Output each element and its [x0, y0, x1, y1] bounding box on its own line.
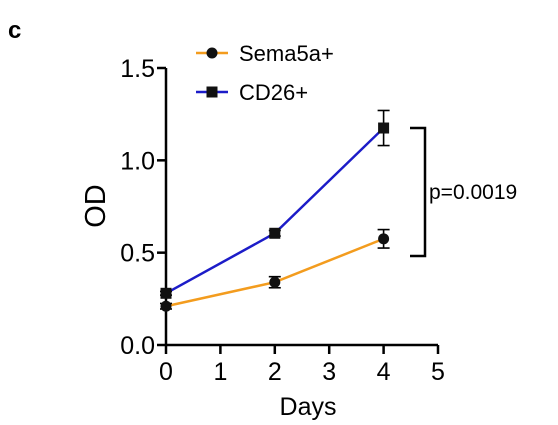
data-point	[378, 122, 390, 134]
data-point	[378, 233, 390, 245]
y-tick-label: 1.5	[120, 55, 155, 83]
series-0	[160, 228, 390, 312]
series-1	[160, 109, 390, 299]
y-tick-label: 0.5	[120, 240, 155, 268]
p-value-annotation: p=0.0019	[429, 181, 517, 204]
bracket-line	[410, 126, 427, 258]
data-point	[269, 227, 281, 239]
series-line	[165, 127, 385, 295]
legend: Sema5a+ CD26+	[196, 41, 334, 105]
legend-label: CD26+	[239, 80, 308, 105]
x-tick-label: 4	[377, 358, 391, 386]
y-tick-label: 1.0	[120, 147, 155, 175]
legend-marker	[206, 86, 218, 98]
significance-bracket: p=0.0019	[410, 126, 517, 258]
data-point	[160, 287, 172, 299]
data-point	[269, 276, 281, 288]
data-point	[160, 300, 172, 312]
x-ticks: 0 1 2 3 4 5	[159, 345, 445, 386]
x-tick-label: 3	[322, 358, 336, 386]
x-axis-label: Days	[280, 393, 337, 421]
legend-label: Sema5a+	[239, 41, 334, 66]
legend-item: Sema5a+	[196, 41, 334, 66]
x-tick-label: 5	[431, 358, 445, 386]
legend-item: CD26+	[196, 80, 308, 105]
series-layer	[160, 109, 390, 312]
x-tick-label: 2	[268, 358, 282, 386]
legend-marker	[206, 47, 218, 59]
y-tick-label: 0.0	[120, 332, 155, 360]
axes	[164, 68, 438, 347]
x-tick-label: 0	[159, 358, 173, 386]
panel-label: c	[8, 17, 21, 44]
y-ticks: 0.0 0.5 1.0 1.5	[120, 55, 166, 360]
y-axis-label: OD	[80, 184, 112, 228]
series-line	[165, 237, 385, 308]
x-tick-label: 1	[213, 358, 227, 386]
